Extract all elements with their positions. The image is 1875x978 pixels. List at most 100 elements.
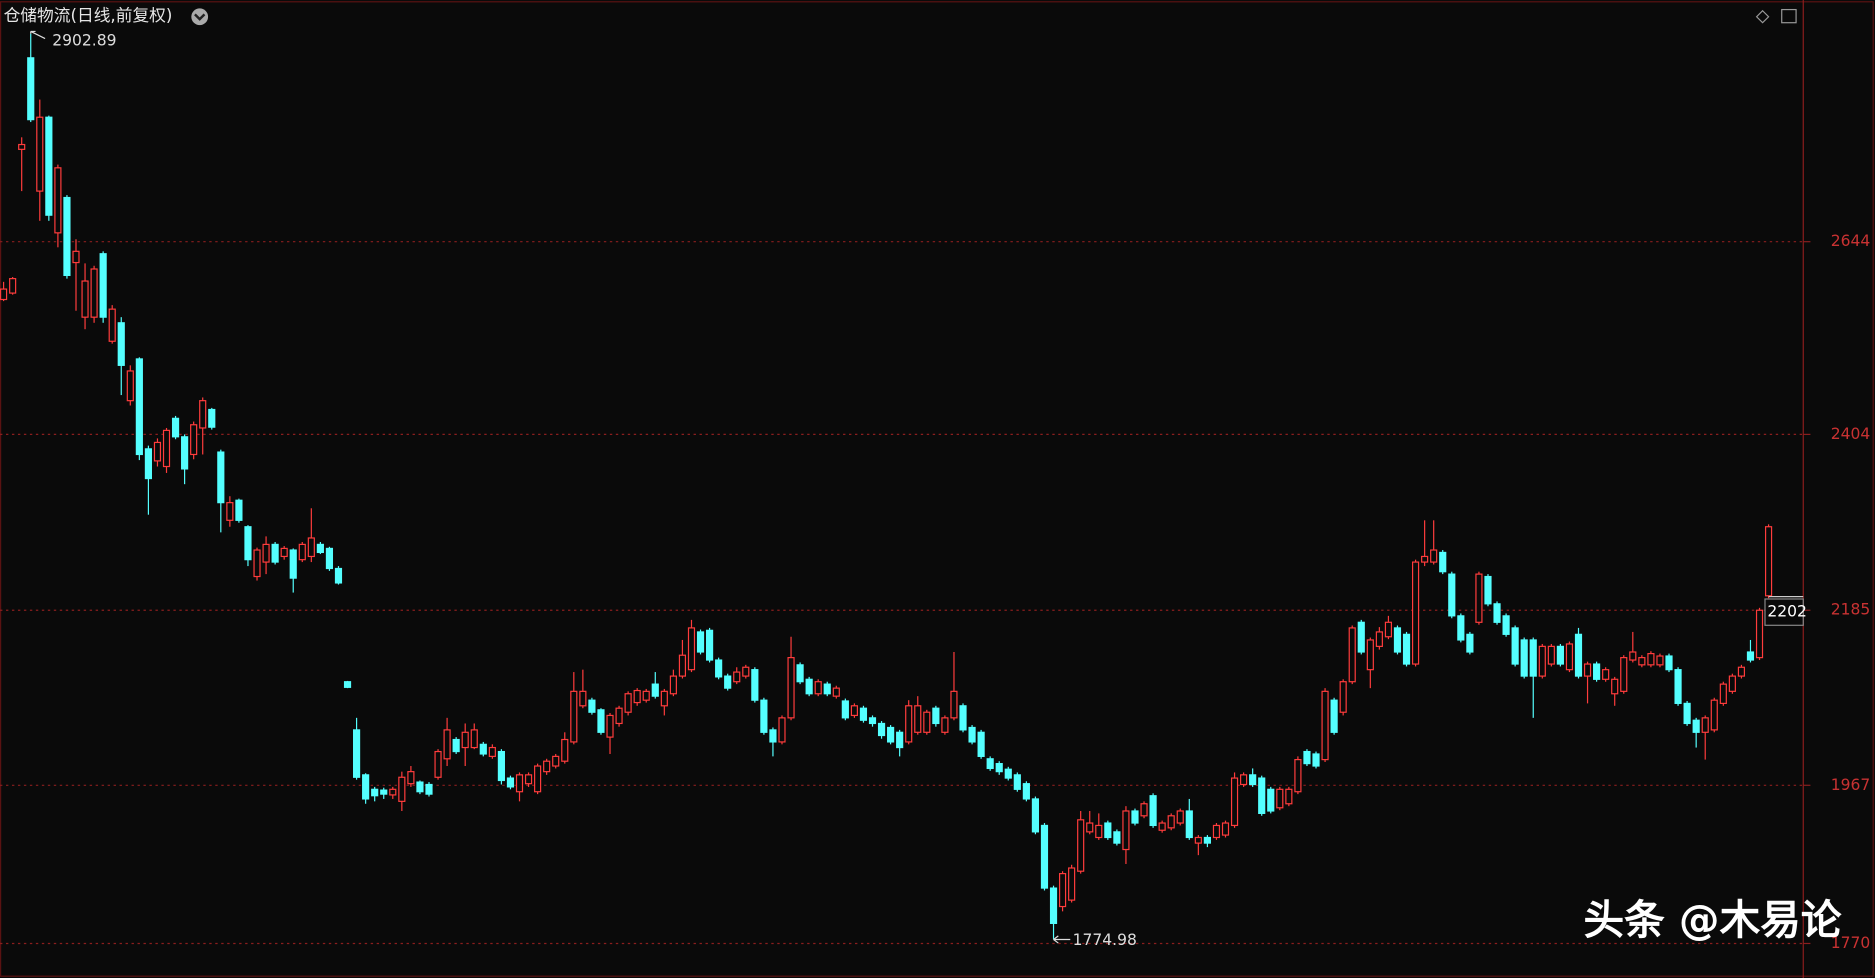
candle-body [1583, 663, 1592, 677]
candle-body [63, 196, 71, 277]
candle-body [1484, 575, 1492, 605]
candle-body [1647, 653, 1655, 666]
candle-body [805, 678, 813, 695]
chart-title: 仓储物流(日线,前复权) [4, 5, 173, 25]
candle-body [425, 783, 433, 795]
y-tick-label: 1967 [1831, 776, 1871, 794]
candle-body [298, 543, 306, 561]
candle-body [461, 731, 469, 749]
candle-body [470, 729, 478, 749]
candle-body [443, 729, 451, 760]
candle-body [162, 429, 171, 468]
candle-body [1167, 815, 1175, 829]
watermark: 头条 @木易论 [1583, 896, 1841, 944]
candle-body [208, 408, 216, 428]
candle-body [534, 765, 542, 793]
candle-body [479, 743, 487, 755]
candle-body [588, 699, 596, 713]
candle-body [1366, 639, 1374, 671]
candle-body [1086, 822, 1094, 833]
candle-body [1719, 683, 1727, 704]
candle-body [1665, 655, 1673, 671]
icon[interactable] [1781, 8, 1797, 24]
candle-body [1411, 561, 1420, 665]
candle-body [1520, 639, 1528, 677]
candle-body [343, 681, 352, 688]
candle-body [244, 526, 252, 561]
candle-body [896, 731, 904, 749]
candle-body [1547, 645, 1555, 665]
candle-body [941, 717, 949, 733]
candle-body [796, 664, 804, 683]
candle-body [352, 729, 361, 778]
candle-body [1538, 645, 1546, 677]
candle-body [1267, 788, 1275, 812]
candle-body [235, 499, 243, 521]
candle-body [597, 709, 605, 733]
candle-body [334, 567, 343, 584]
candle-body [1393, 627, 1402, 653]
candle-body [9, 278, 17, 294]
candle-body [72, 250, 80, 264]
candle-body [669, 675, 677, 695]
menu-icon[interactable] [191, 8, 209, 26]
y-tick-label: 2185 [1831, 601, 1871, 619]
candle-body [1683, 702, 1691, 725]
candle-body [1303, 750, 1311, 765]
candle-body [543, 760, 551, 773]
candle-body [226, 502, 234, 521]
candle-body [27, 57, 35, 121]
candle-body [859, 707, 868, 721]
candle-body [823, 683, 831, 695]
candle-body [307, 537, 315, 558]
min-marker [1053, 935, 1071, 944]
candle-body [1321, 690, 1329, 761]
candle-body [262, 543, 270, 563]
candle-body [1375, 631, 1383, 647]
candle-body [497, 750, 505, 782]
last-price-label: 2202 [1767, 603, 1807, 621]
candle-body [99, 253, 107, 318]
candle-body [524, 774, 533, 785]
candle-body [1140, 803, 1148, 817]
candle-body [1122, 810, 1130, 851]
candle-body [171, 417, 180, 438]
candle-body [1004, 768, 1012, 779]
candle-body [1031, 798, 1040, 833]
icon[interactable] [1755, 9, 1770, 24]
candle-body [1439, 551, 1447, 573]
candle-body [868, 717, 877, 725]
candle-body [1611, 678, 1619, 695]
candle-body [1737, 666, 1746, 677]
candle-body [45, 116, 53, 216]
candle-body [1701, 717, 1709, 733]
candle-body [606, 714, 614, 738]
last-price-box [1764, 598, 1804, 626]
candle-body [715, 659, 723, 678]
candle-body [1457, 615, 1465, 641]
candle-body [380, 789, 388, 795]
candle-body [126, 370, 134, 402]
candle-body [54, 167, 62, 234]
candle-body [1240, 774, 1248, 786]
candle-body [1058, 873, 1067, 908]
candle-body [1230, 777, 1239, 827]
candle-body [1764, 526, 1773, 597]
min-label: 1774.98 [1073, 931, 1137, 949]
candle-body [1040, 824, 1049, 889]
candle-body [751, 669, 759, 701]
candle-body [1249, 774, 1257, 786]
candle-body [1330, 699, 1338, 733]
candle-body [687, 627, 696, 671]
candle-body [1258, 777, 1266, 814]
candle-body [995, 763, 1003, 773]
candle-body [651, 683, 659, 697]
candle-body [1104, 822, 1112, 839]
max-marker [30, 30, 46, 40]
max-label: 2902.89 [52, 31, 116, 49]
candle-body [1692, 719, 1700, 733]
candle-body [959, 705, 967, 731]
candle-body [787, 657, 795, 719]
